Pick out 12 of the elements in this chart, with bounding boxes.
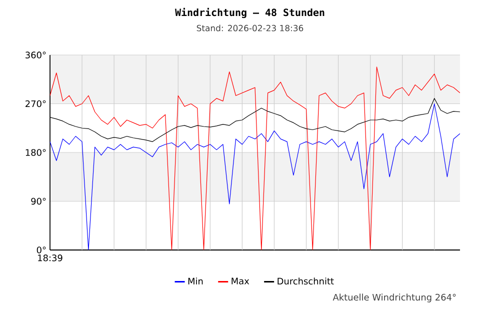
y-tick-label: 90°: [31, 198, 46, 205]
x-tick-label: 18:39: [38, 254, 62, 262]
y-tick-label: 0°: [36, 246, 46, 254]
y-tick-label: 180°: [26, 149, 46, 156]
y-tick-label: 360°: [26, 52, 46, 58]
legend-label: Durchschnitt: [278, 278, 334, 285]
legend-label: Max: [232, 278, 250, 284]
chart-title: Windrichtung – 48 Stunden: [175, 8, 324, 18]
y-tick-label: 270°: [26, 100, 46, 108]
chart-subtitle: Stand: 2026-02-23 18:36: [196, 24, 304, 32]
text: Aktuelle Windrichtung 264°: [332, 294, 456, 302]
legend-label: Min: [188, 278, 203, 284]
